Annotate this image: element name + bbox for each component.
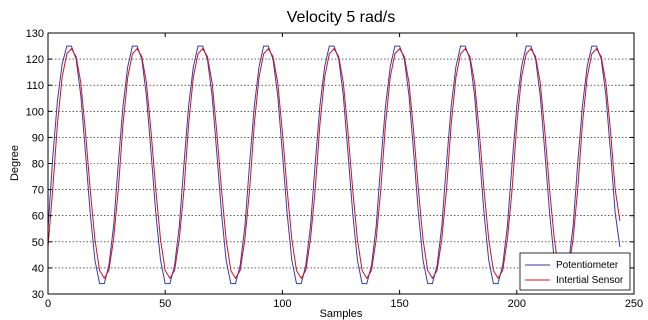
y-tick-label: 120 [26,54,44,66]
y-tick-label: 100 [26,106,44,118]
y-tick-label: 50 [32,237,44,249]
series-line-potentiometer [47,45,621,285]
y-tick-label: 110 [26,80,44,92]
x-tick-label: 150 [390,298,408,310]
x-tick-label: 200 [508,298,526,310]
y-tick-label: 40 [32,263,44,275]
y-axis-label: Degree [9,145,21,181]
y-tick-label: 90 [32,132,44,144]
legend-label-potentiometer: Potentiometer [556,260,619,271]
y-axis: 30 40 50 60 70 80 90 100 110 120 130 [26,28,634,301]
x-axis: 0 50 100 150 200 250 [45,33,643,310]
legend-box [519,252,631,291]
x-tick-label: 0 [45,298,51,310]
legend: Potentiometer Intertial Sensor [519,252,631,291]
x-tick-label: 50 [159,298,171,310]
chart-title: Velocity 5 rad/s [287,9,396,26]
y-tick-label: 30 [32,289,44,301]
series-layer [47,45,621,285]
x-axis-label: Samples [320,308,363,320]
y-tick-label: 60 [32,211,44,223]
y-tick-label: 80 [32,159,44,171]
y-tick-label: 130 [26,28,44,40]
series-line-intertial-sensor [47,47,621,280]
y-tick-label: 70 [32,185,44,197]
legend-label-inertial-sensor: Intertial Sensor [556,275,624,286]
x-tick-label: 100 [273,298,291,310]
x-tick-label: 250 [625,298,643,310]
